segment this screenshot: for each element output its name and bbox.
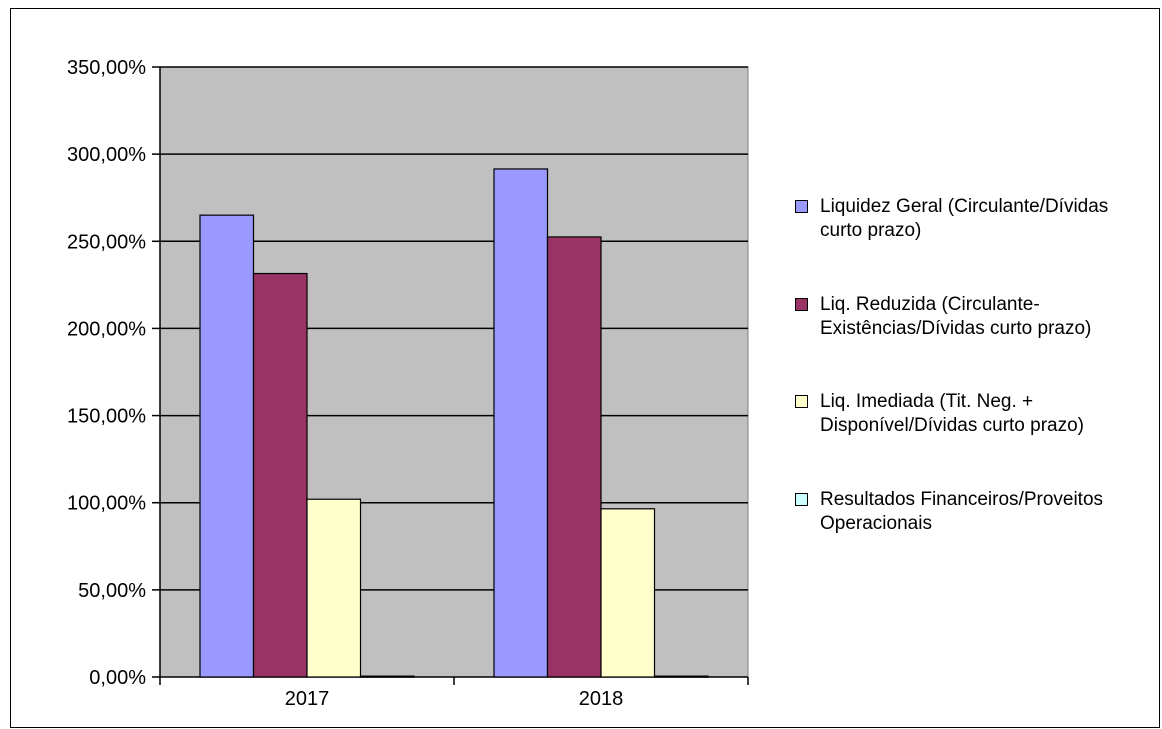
- y-tick-label: 50,00%: [78, 580, 146, 602]
- bar: [199, 214, 255, 678]
- chart-legend: Liquidez Geral (Circulante/Dívidas curto…: [793, 195, 1162, 586]
- legend-label-line: Liquidez Geral (Circulante/Dívidas: [820, 196, 1109, 217]
- legend-label-line: Disponível/Dívidas curto prazo): [820, 415, 1084, 436]
- legend-label-line: curto prazo): [820, 220, 922, 241]
- bar: [306, 498, 362, 678]
- legend-swatch: [795, 395, 808, 408]
- bar: [359, 675, 415, 678]
- x-tick-label: 2018: [579, 688, 624, 710]
- legend-label-line: Liq. Reduzida (Circulante-: [820, 294, 1040, 315]
- legend-item-resultados-financeiros: Resultados Financeiros/Proveitos Operaci…: [793, 488, 1162, 536]
- legend-label-line: Operacionais: [820, 513, 932, 534]
- legend-label-line: Existências/Dívidas curto prazo): [820, 318, 1092, 339]
- y-tick-label: 200,00%: [67, 318, 146, 340]
- bar: [493, 168, 549, 678]
- y-tick-label: 350,00%: [67, 57, 146, 79]
- y-tick-label: 150,00%: [67, 406, 146, 428]
- legend-swatch: [795, 200, 808, 213]
- legend-swatch: [795, 298, 808, 311]
- y-tick-label: 0,00%: [89, 667, 146, 689]
- legend-label-line: Resultados Financeiros/Proveitos: [820, 489, 1104, 510]
- bar: [252, 272, 308, 678]
- legend-swatch: [795, 493, 808, 506]
- x-tick-label: 2017: [285, 688, 330, 710]
- bar: [600, 508, 656, 678]
- bar-chart: 0,00% 50,00% 100,00% 150,00% 200,00% 250,00% 3…: [67, 57, 749, 710]
- y-tick-label: 100,00%: [67, 493, 146, 515]
- y-tick-label: 250,00%: [67, 231, 146, 253]
- legend-item-liq-imediada: Liq. Imediada (Tit. Neg. + Disponível/Dí…: [793, 390, 1162, 438]
- chart-frame: 0,00% 50,00% 100,00% 150,00% 200,00% 250,00% 3…: [10, 8, 1160, 728]
- bar: [546, 236, 602, 678]
- legend-item-liq-reduzida: Liq. Reduzida (Circulante- Existências/D…: [793, 293, 1162, 341]
- bar: [653, 675, 709, 678]
- legend-item-liquidez-geral: Liquidez Geral (Circulante/Dívidas curto…: [793, 195, 1162, 243]
- y-tick-label: 300,00%: [67, 144, 146, 166]
- legend-label-line: Liq. Imediada (Tit. Neg. +: [820, 391, 1034, 412]
